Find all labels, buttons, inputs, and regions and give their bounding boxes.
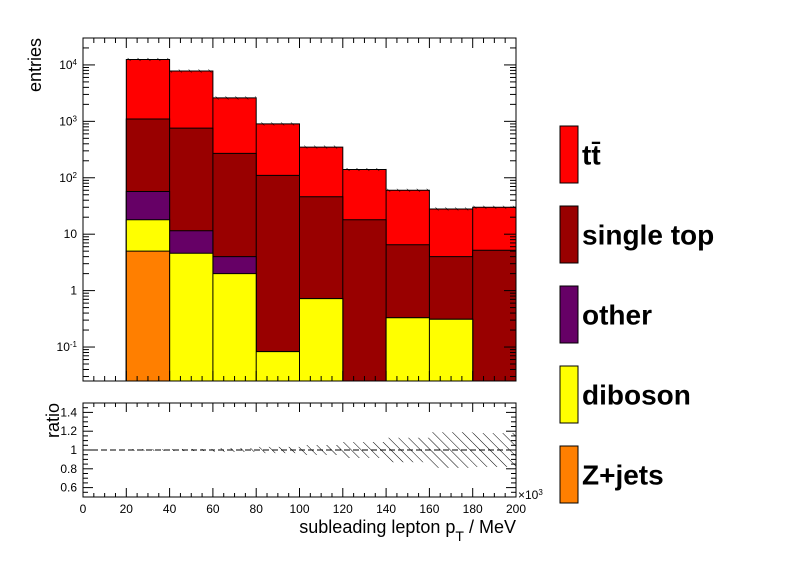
legend-swatch bbox=[559, 445, 579, 504]
x-tick-label: 160 bbox=[419, 502, 439, 516]
y-tick-label: 1 bbox=[70, 443, 77, 457]
legend-swatch bbox=[559, 285, 579, 344]
y-tick-label: 0.6 bbox=[60, 481, 77, 495]
stat-band bbox=[126, 57, 170, 61]
x-axis-title: subleading lepton pT / MeV bbox=[299, 517, 516, 544]
bar bbox=[169, 253, 213, 381]
y-tick-label: 0.8 bbox=[60, 462, 77, 476]
x-multiplier: ×103 bbox=[518, 488, 543, 503]
legend: tt̄ single top other diboson Z+jets bbox=[559, 125, 714, 504]
stat-band bbox=[169, 69, 213, 73]
y-tick-label: 10 bbox=[64, 227, 78, 241]
y-tick-label: 104 bbox=[59, 57, 77, 72]
bar bbox=[126, 251, 170, 381]
legend-swatch bbox=[559, 365, 579, 424]
bar bbox=[386, 317, 430, 381]
y-tick-label: 103 bbox=[59, 114, 77, 129]
legend-label: Z+jets bbox=[582, 460, 664, 491]
x-tick-label: 120 bbox=[333, 502, 353, 516]
legend-label: single top bbox=[582, 220, 714, 251]
legend-item: diboson bbox=[559, 365, 691, 424]
x-tick-label: 140 bbox=[376, 502, 396, 516]
x-tick-label: 80 bbox=[250, 502, 264, 516]
bar bbox=[429, 319, 473, 381]
uncertainty-band bbox=[212, 448, 257, 452]
bar-outline bbox=[125, 250, 171, 381]
x-tick-label: 0 bbox=[80, 502, 87, 516]
x-tick-label: 60 bbox=[206, 502, 220, 516]
stat-band bbox=[299, 145, 343, 149]
legend-swatch bbox=[559, 205, 579, 264]
bar bbox=[256, 175, 300, 381]
legend-item: Z+jets bbox=[559, 445, 664, 504]
legend-label: tt̄ bbox=[582, 140, 601, 171]
bar bbox=[342, 219, 387, 381]
legend-label: other bbox=[582, 300, 652, 331]
ratio-y-axis-title: ratio bbox=[43, 403, 63, 438]
y-axis-title: entries bbox=[25, 38, 45, 92]
legend-item: single top bbox=[559, 205, 714, 264]
stat-band bbox=[429, 207, 473, 211]
bar bbox=[299, 298, 343, 381]
main-plot: 10-1 1 10 102 103 104 entries bbox=[25, 37, 517, 382]
x-tick-label: 180 bbox=[463, 502, 483, 516]
stat-band bbox=[472, 205, 516, 209]
bar-outline bbox=[125, 118, 517, 381]
ratio-plot: 0 20 40 60 80 100 120 140 160 180 200 0.6 0.8 1 1.2 1.4… bbox=[43, 402, 543, 544]
y-tick-label: 102 bbox=[59, 170, 77, 185]
legend-item: other bbox=[559, 285, 652, 344]
legend-label: diboson bbox=[582, 380, 691, 411]
stat-band bbox=[212, 96, 257, 100]
series-z-jets bbox=[125, 250, 171, 381]
legend-swatch bbox=[559, 125, 579, 184]
y-tick-label: 1.2 bbox=[60, 424, 77, 438]
y-tick-label: 1.4 bbox=[60, 405, 77, 419]
x-tick-label: 40 bbox=[163, 502, 177, 516]
bar bbox=[212, 273, 257, 381]
stat-band bbox=[386, 188, 430, 192]
stat-band bbox=[256, 122, 300, 126]
bar-outline bbox=[125, 219, 474, 381]
x-tick-label: 200 bbox=[506, 502, 526, 516]
x-tick-label: 20 bbox=[120, 502, 134, 516]
y-tick-label: 1 bbox=[70, 284, 77, 298]
y-tick-label: 10-1 bbox=[57, 340, 78, 355]
bar bbox=[472, 250, 516, 381]
x-tick-label: 100 bbox=[289, 502, 309, 516]
stat-band bbox=[342, 168, 387, 172]
legend-item: tt̄ bbox=[559, 125, 601, 184]
